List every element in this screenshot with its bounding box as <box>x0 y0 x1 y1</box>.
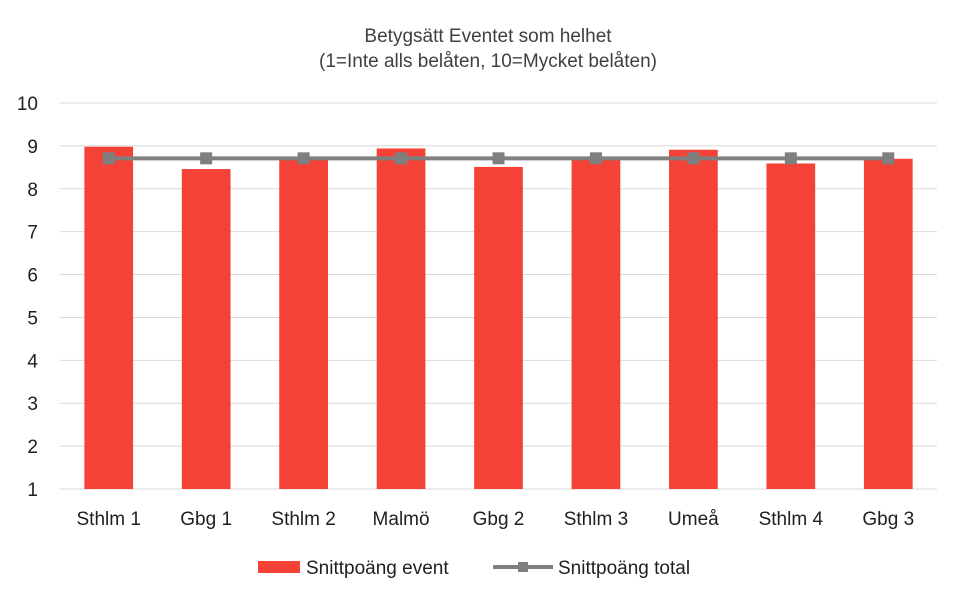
y-tick-label: 4 <box>27 351 38 372</box>
y-tick-label: 9 <box>27 137 38 158</box>
line-series <box>102 152 895 165</box>
legend-label-line: Snittpoäng total <box>558 558 690 579</box>
bar-series <box>84 146 913 490</box>
x-tick-label: Umeå <box>668 509 719 530</box>
bar-5 <box>571 157 621 490</box>
bar-6 <box>669 149 718 489</box>
line-marker-5 <box>589 152 602 165</box>
y-tick-label: 6 <box>27 266 38 287</box>
x-tick-label: Sthlm 2 <box>271 509 335 530</box>
y-tick-label: 3 <box>27 394 38 415</box>
bar-0 <box>84 146 134 489</box>
x-tick-label: Gbg 3 <box>862 509 914 530</box>
bar-4 <box>474 166 523 489</box>
line-marker-4 <box>492 152 505 165</box>
line-marker-0 <box>102 152 115 165</box>
y-tick-label: 10 <box>17 94 38 115</box>
legend-label-bar: Snittpoäng event <box>306 558 449 579</box>
legend-swatch-marker <box>518 562 528 572</box>
y-axis-ticks: 1 2 3 4 5 6 7 8 9 10 <box>17 94 39 501</box>
x-tick-label: Malmö <box>373 509 430 530</box>
y-tick-label: 8 <box>27 180 38 201</box>
bar-1 <box>181 169 231 489</box>
y-tick-label: 5 <box>27 308 38 329</box>
x-tick-label: Sthlm 3 <box>564 509 628 530</box>
line-marker-3 <box>395 152 408 165</box>
legend: Snittpoäng event Snittpoäng total <box>258 558 690 579</box>
bar-7 <box>766 163 816 489</box>
bar-3 <box>376 148 426 489</box>
line-marker-2 <box>297 152 310 165</box>
x-axis-ticks: Sthlm 1 Gbg 1 Sthlm 2 Malmö Gbg 2 Sthlm 3 Umeå… <box>77 509 915 530</box>
y-tick-label: 2 <box>27 437 38 458</box>
x-tick-label: Gbg 2 <box>473 509 525 530</box>
x-tick-label: Gbg 1 <box>180 509 232 530</box>
y-tick-label: 1 <box>27 480 38 501</box>
bar-8 <box>863 158 913 489</box>
line-marker-8 <box>882 152 895 165</box>
x-tick-label: Sthlm 1 <box>77 509 141 530</box>
y-tick-label: 7 <box>27 223 38 244</box>
line-marker-1 <box>200 152 213 165</box>
legend-swatch-bar <box>258 561 300 573</box>
line-marker-6 <box>687 152 700 165</box>
bar-2 <box>279 157 328 490</box>
x-tick-label: Sthlm 4 <box>759 509 824 530</box>
chart-subtitle: (1=Inte alls belåten, 10=Mycket belåten) <box>319 51 657 72</box>
line-marker-7 <box>784 152 797 165</box>
chart-title: Betygsätt Eventet som helhet <box>364 26 612 47</box>
